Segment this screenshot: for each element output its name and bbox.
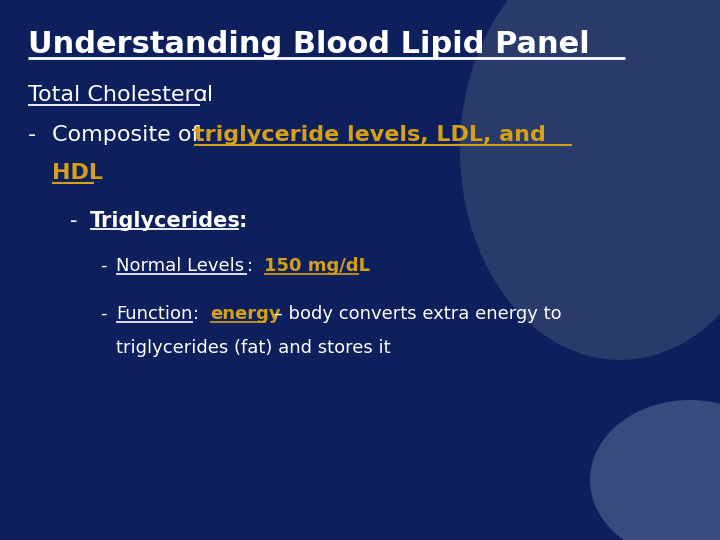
- Text: Triglycerides: Triglycerides: [90, 211, 241, 231]
- Text: :: :: [200, 85, 207, 105]
- Text: -: -: [70, 211, 78, 231]
- Text: Composite of: Composite of: [52, 125, 207, 145]
- Text: 150 mg/dL: 150 mg/dL: [264, 257, 370, 275]
- Text: Understanding Blood Lipid Panel: Understanding Blood Lipid Panel: [28, 30, 590, 59]
- Text: -: -: [28, 125, 36, 145]
- Text: :: :: [247, 257, 259, 275]
- Text: triglyceride levels, LDL, and: triglyceride levels, LDL, and: [194, 125, 546, 145]
- Text: Total Cholesterol: Total Cholesterol: [28, 85, 213, 105]
- Text: triglycerides (fat) and stores it: triglycerides (fat) and stores it: [116, 339, 391, 357]
- Ellipse shape: [460, 0, 720, 360]
- Text: Normal Levels: Normal Levels: [116, 257, 244, 275]
- Ellipse shape: [590, 400, 720, 540]
- Text: :: :: [239, 211, 248, 231]
- Text: HDL: HDL: [52, 163, 103, 183]
- Text: – body converts extra energy to: – body converts extra energy to: [268, 305, 562, 323]
- Text: energy: energy: [210, 305, 281, 323]
- Text: Function: Function: [116, 305, 192, 323]
- Text: -: -: [100, 305, 107, 323]
- Text: :: :: [193, 305, 205, 323]
- Text: -: -: [100, 257, 107, 275]
